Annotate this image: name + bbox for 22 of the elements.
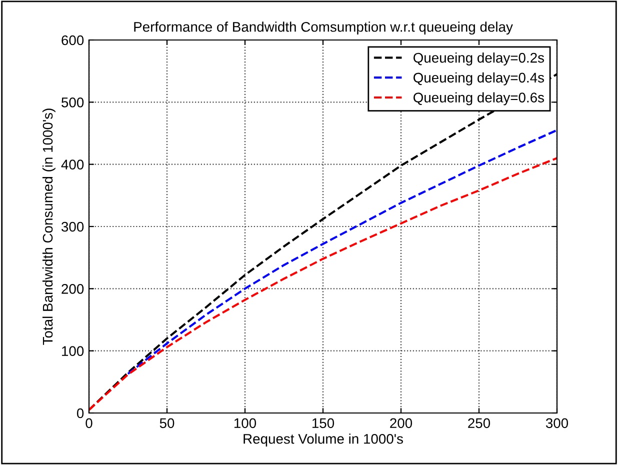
x-tick-label: 300: [546, 418, 568, 428]
line-series: [89, 157, 557, 411]
legend-label: Queueing delay=0.4s: [414, 72, 544, 86]
y-tick-label: 500: [62, 98, 84, 108]
line-series: [126, 129, 557, 375]
x-tick-label: 50: [160, 418, 174, 428]
legend-label: Queueing delay=0.6s: [414, 92, 544, 106]
y-tick-label: 200: [62, 284, 84, 294]
x-tick-label: 0: [86, 418, 92, 428]
y-tick-label: 0: [76, 408, 84, 418]
y-tick-label: 600: [62, 35, 84, 46]
y-tick-label: 100: [62, 346, 84, 356]
x-tick-label: 100: [234, 418, 256, 428]
x-tick-label: 150: [312, 418, 334, 428]
x-axis-title: Request Volume in 1000's: [244, 434, 403, 447]
y-tick-label: 300: [62, 222, 84, 232]
chart-title: Performance of Bandwidth Comsumption w.r.t queueing delay: [134, 22, 513, 35]
y-tick-label: 400: [61, 160, 84, 170]
x-tick-label: 250: [468, 418, 490, 428]
legend-label: Queueing delay=0.2s: [414, 52, 544, 66]
y-axis-title: Total Bandwidth Consumed (in 1000's): [42, 108, 56, 345]
x-tick-label: 200: [390, 418, 412, 428]
